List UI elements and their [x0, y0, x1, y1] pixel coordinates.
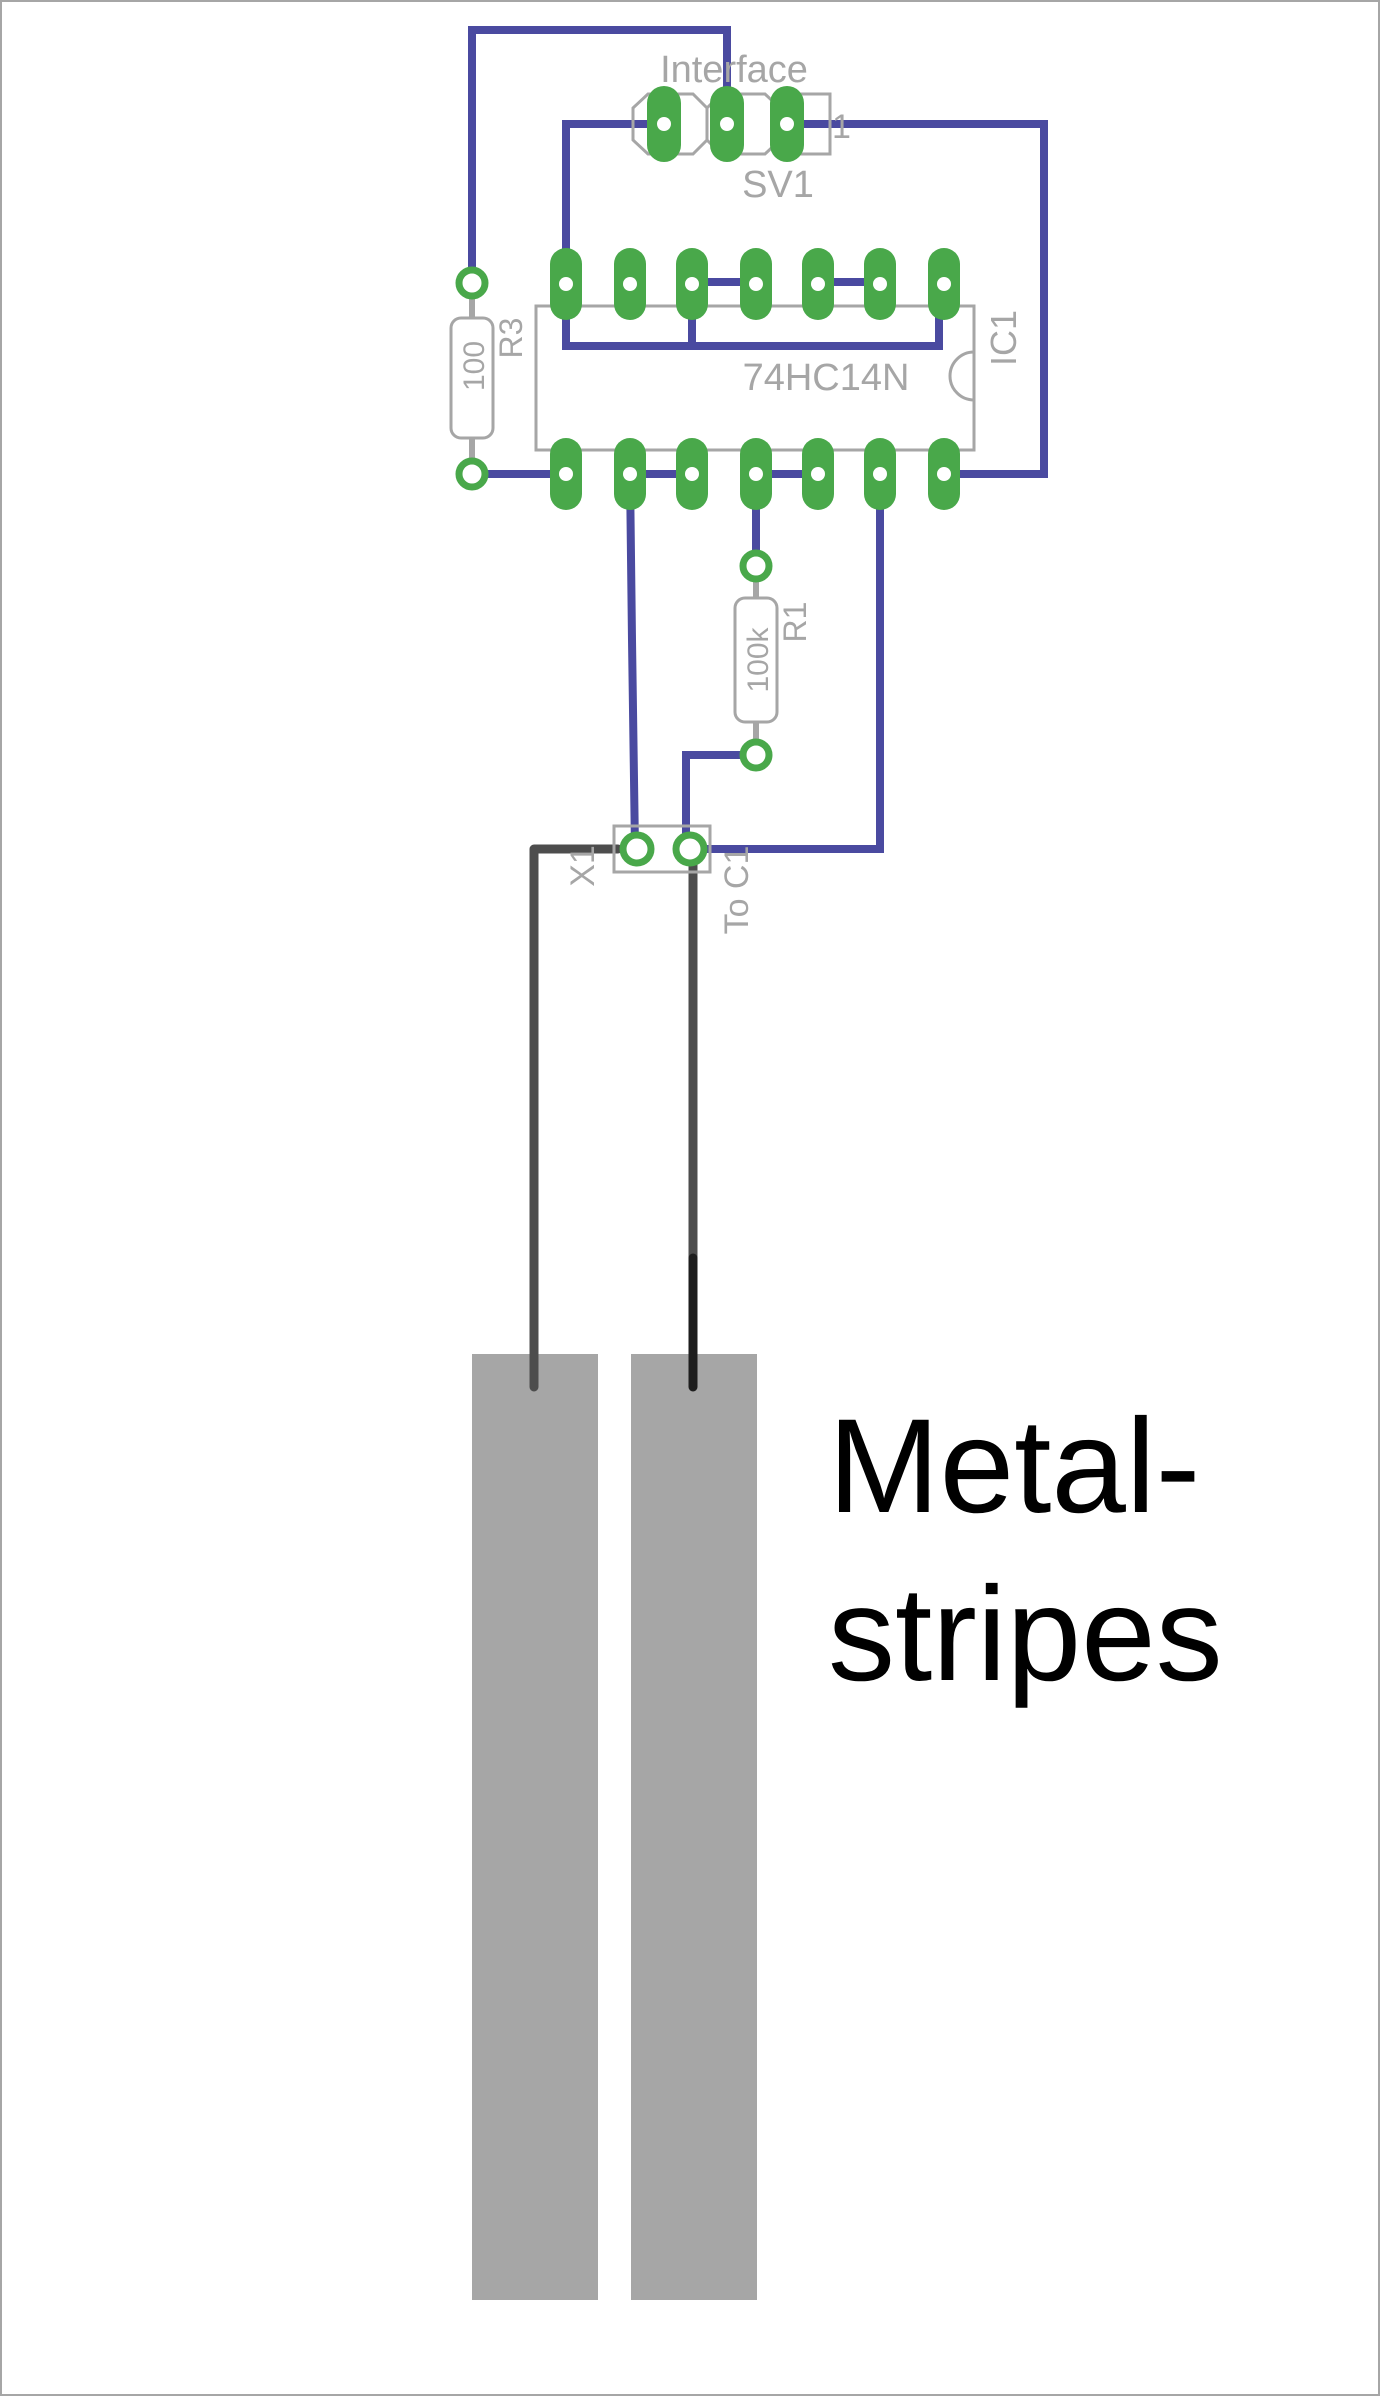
r3-pad-bottom [455, 457, 489, 491]
stripe-wires [529, 844, 698, 1392]
r3-resistor: 100 R3 [449, 266, 529, 491]
ic1-drills [559, 277, 951, 481]
x1-pad-1 [619, 831, 655, 867]
x1-connector: X1 To C1 [564, 824, 756, 935]
metal-stripe-right [631, 1354, 757, 2300]
sv1-connector: Interface SV1 1 [631, 49, 851, 206]
trace-r3-sv1 [468, 26, 731, 287]
r3-body [449, 316, 495, 440]
r1-resistor: 100k R1 [733, 549, 813, 772]
stripes-label-line2: stripes [828, 1560, 1223, 1709]
trace-pin6-x1 [686, 470, 884, 853]
r1-pad-bottom [739, 738, 773, 772]
r3-value-label: 100 [458, 341, 491, 391]
r3-pad-top [455, 266, 489, 300]
trace-sv1-left [562, 120, 943, 350]
ic1-part-label: 74HC14N [743, 357, 910, 399]
r1-ref-label: R1 [777, 602, 813, 643]
x1-outline [612, 824, 712, 874]
sv1-title: Interface [660, 49, 808, 91]
r1-value-label: 100k [742, 626, 775, 692]
metal-stripe-left [472, 1354, 598, 2300]
r3-ref-label: R3 [493, 318, 529, 359]
stripes-label-line1: Metal- [828, 1392, 1200, 1541]
x1-ref-label: X1 [564, 845, 602, 887]
r1-pad-top [739, 549, 773, 583]
r1-body [733, 596, 779, 724]
ic1-chip: 74HC14N IC1 [534, 248, 1024, 510]
sv1-ref: SV1 [742, 164, 814, 206]
trace-pin2-x1 [625, 469, 640, 854]
x1-pad-2 [672, 831, 708, 867]
ic1-notch [948, 350, 975, 402]
x1-value-label: To C1 [718, 846, 756, 935]
sv1-pin1-label: 1 [832, 108, 851, 146]
trace-r1-x1 [682, 751, 760, 853]
ic1-ref-label: IC1 [983, 310, 1024, 366]
trace-sv1-pin1 [783, 120, 1048, 478]
wire-left [529, 844, 623, 1392]
